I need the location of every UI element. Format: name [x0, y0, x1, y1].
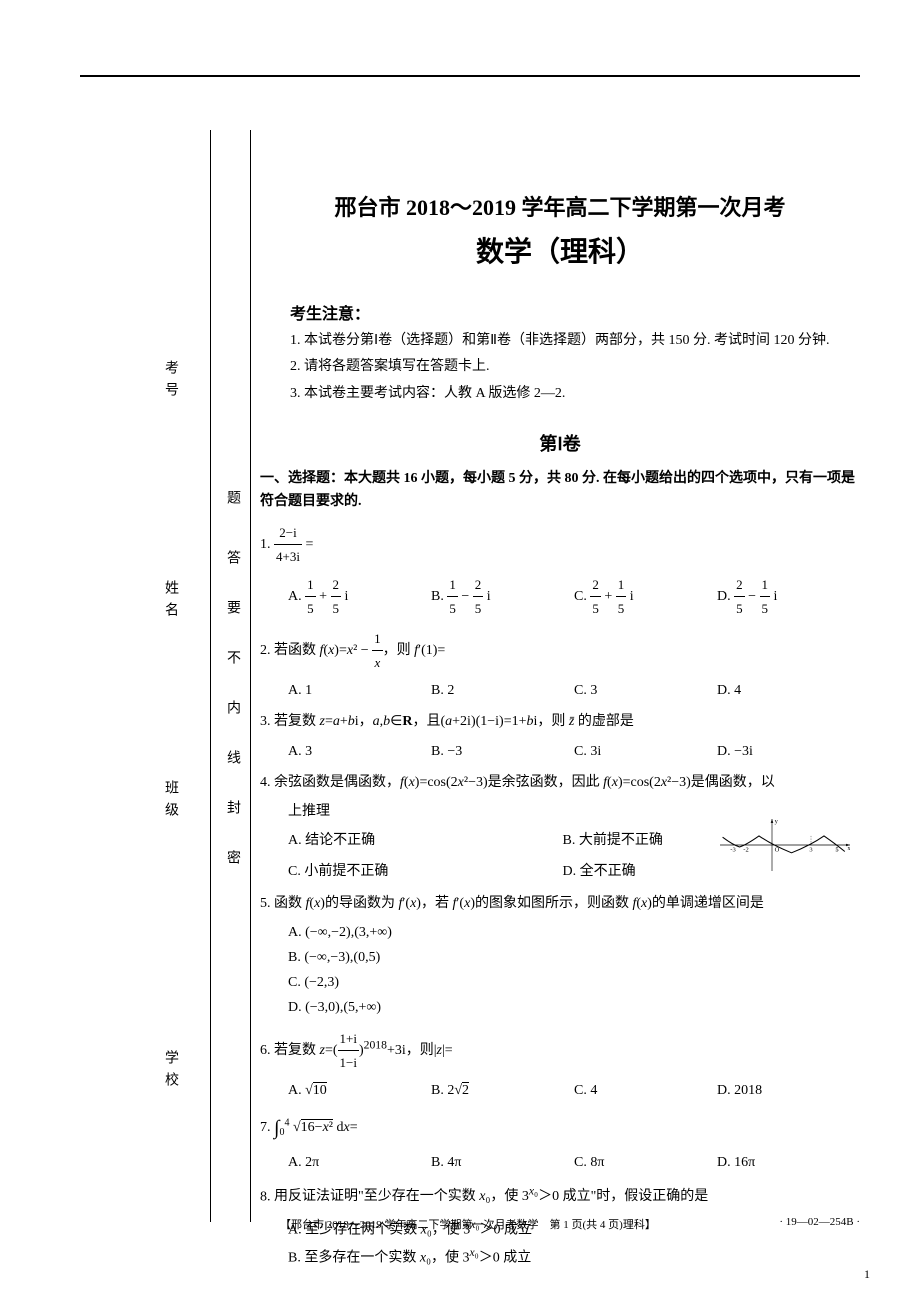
q2-opt-a: A. 1	[288, 678, 431, 703]
q8-text: 用反证法证明"至少存在一个实数 x₀，使 3x₀＞0 成立"时，假设正确的是	[274, 1189, 708, 1204]
q7-options: A. 2π B. 4π C. 8π D. 16π	[288, 1150, 860, 1175]
q2-opt-b: B. 2	[431, 678, 574, 703]
vertical-rule-inner	[250, 130, 251, 1222]
q1-opt-b: B. 15 − 25 i	[431, 573, 574, 621]
exam-title-subject: 数学（理科）	[260, 230, 860, 270]
q2-options: A. 1 B. 2 C. 3 D. 4	[288, 678, 860, 703]
q6-options: A. √10 B. 2√2 C. 4 D. 2018	[288, 1078, 860, 1103]
question-4: 4. 余弦函数是偶函数，f(x)=cos(2x²−3)是余弦函数，因此 f(x)…	[260, 770, 860, 795]
page-number: 1	[864, 1267, 870, 1282]
svg-text:y: y	[775, 818, 779, 825]
seal-char-7: 密	[222, 850, 242, 882]
seal-char-1: 答	[222, 550, 242, 582]
q3-opt-b: B. −3	[431, 739, 574, 764]
q3-opt-a: A. 3	[288, 739, 431, 764]
notice-2: 2. 请将各题答案填写在答题卡上.	[290, 356, 860, 378]
q4-opt-c: C. 小前提不正确	[288, 859, 563, 884]
question-1: 1. 2−i4+3i =	[260, 521, 860, 569]
label-class: 班级	[160, 780, 180, 824]
question-5: 5. 函数 f(x)的导函数为 f′(x)，若 f′(x)的图象如图所示，则函数…	[260, 891, 860, 916]
q7-num: 7.	[260, 1120, 271, 1135]
footer-right: · 19—02—254B ·	[779, 1216, 860, 1232]
notice-3: 3. 本试卷主要考试内容：人教 A 版选修 2—2.	[290, 383, 860, 405]
exam-title-main: 邢台市 2018～2019 学年高二下学期第一次月考	[260, 190, 860, 222]
svg-text:O: O	[775, 847, 780, 854]
q3-opt-c: C. 3i	[574, 739, 717, 764]
q1-num: 1.	[260, 537, 271, 552]
question-3: 3. 若复数 z=a+bi，a,b∈R，且(a+2i)(1−i)=1+bi，则 …	[260, 709, 860, 734]
section-1-header: 一、选择题：本大题共 16 小题，每小题 5 分，共 80 分. 在每小题给出的…	[260, 468, 860, 513]
seal-char-5: 线	[222, 750, 242, 782]
notice-header: 考生注意：	[290, 300, 860, 324]
question-2: 2. 若函数 f(x)=x² − 1x，则 f′(1)=	[260, 627, 860, 675]
q3-text: 若复数 z=a+bi，a,b∈R，且(a+2i)(1−i)=1+bi，则 z̄ …	[274, 714, 634, 729]
q3-options: A. 3 B. −3 C. 3i D. −3i	[288, 739, 860, 764]
q1-opt-c: C. 25 + 15 i	[574, 573, 717, 621]
q7-opt-c: C. 8π	[574, 1150, 717, 1175]
seal-char-2: 要	[222, 600, 242, 632]
sidebar-student-info: 考号 姓名 班级 学校	[160, 160, 200, 1222]
svg-text:-2: -2	[743, 847, 748, 854]
q2-opt-c: C. 3	[574, 678, 717, 703]
q5-opt-a: A. (−∞,−2),(3,+∞)	[288, 920, 860, 945]
q5-num: 5.	[260, 896, 271, 911]
q6-opt-b: B. 2√2	[431, 1078, 574, 1103]
q5-opt-d: D. (−3,0),(5,+∞)	[288, 995, 860, 1020]
svg-text:3: 3	[809, 847, 812, 854]
label-name: 姓名	[160, 580, 180, 624]
q6-opt-d: D. 2018	[717, 1078, 860, 1103]
question-6: 6. 若复数 z=(1+i1−i)2018+3i，则|z|=	[260, 1027, 860, 1075]
q2-num: 2.	[260, 643, 271, 658]
q3-opt-d: D. −3i	[717, 739, 860, 764]
q6-opt-c: C. 4	[574, 1078, 717, 1103]
q5-graph: -3 -2 O 3 5 x y	[720, 810, 850, 880]
q8-num: 8.	[260, 1189, 271, 1204]
question-8: 8. 用反证法证明"至少存在一个实数 x₀，使 3x₀＞0 成立"时，假设正确的…	[260, 1181, 860, 1210]
seal-char-0: 题	[222, 490, 242, 522]
q6-opt-a: A. √10	[288, 1078, 431, 1103]
q2-opt-d: D. 4	[717, 678, 860, 703]
vertical-rule-outer	[210, 130, 211, 1222]
svg-text:x: x	[847, 845, 850, 852]
q5-text: 函数 f(x)的导函数为 f′(x)，若 f′(x)的图象如图所示，则函数 f(…	[274, 896, 764, 911]
question-7: 7. ∫04 √16−x² dx=	[260, 1110, 860, 1146]
q4-opt-a: A. 结论不正确	[288, 828, 563, 853]
q1-opt-a: A. 15 + 25 i	[288, 573, 431, 621]
q5-opt-b: B. (−∞,−3),(0,5)	[288, 945, 860, 970]
seal-char-3: 不	[222, 650, 242, 682]
label-exam-id: 考号	[160, 360, 180, 404]
svg-text:-3: -3	[730, 847, 735, 854]
seal-char-6: 封	[222, 800, 242, 832]
q4-num: 4.	[260, 775, 271, 790]
q5-options: A. (−∞,−2),(3,+∞) B. (−∞,−3),(0,5) C. (−…	[288, 920, 860, 1021]
q5-opt-c: C. (−2,3)	[288, 970, 860, 995]
q7-opt-d: D. 16π	[717, 1150, 860, 1175]
q7-opt-a: A. 2π	[288, 1150, 431, 1175]
q3-num: 3.	[260, 714, 271, 729]
q4-text: 余弦函数是偶函数，f(x)=cos(2x²−3)是余弦函数，因此 f(x)=co…	[274, 775, 775, 790]
seal-char-4: 内	[222, 700, 242, 732]
q1-options: A. 15 + 25 i B. 15 − 25 i C. 25 + 15 i D…	[288, 573, 860, 621]
q7-opt-b: B. 4π	[431, 1150, 574, 1175]
svg-text:5: 5	[835, 847, 838, 854]
q6-num: 6.	[260, 1043, 271, 1058]
section-1-title: 第Ⅰ卷	[260, 430, 860, 456]
q1-opt-d: D. 25 − 15 i	[717, 573, 860, 621]
seal-line-labels: 题 答 要 不 内 线 封 密	[222, 160, 242, 1222]
notice-1: 1. 本试卷分第Ⅰ卷（选择题）和第Ⅱ卷（非选择题）两部分，共 150 分. 考试…	[290, 330, 860, 352]
page-footer: 【邢台市 2018～2019 学年高二下学期第一次月考数学 第 1 页(共 4 …	[280, 1216, 860, 1232]
main-content: 邢台市 2018～2019 学年高二下学期第一次月考 数学（理科） 考生注意： …	[260, 130, 860, 1222]
footer-left: 【邢台市 2018～2019 学年高二下学期第一次月考数学 第 1 页(共 4 …	[280, 1216, 656, 1232]
q8-opt-b: B. 至多存在一个实数 x₀，使 3x₀＞0 成立	[288, 1242, 860, 1271]
label-school: 学校	[160, 1050, 180, 1094]
